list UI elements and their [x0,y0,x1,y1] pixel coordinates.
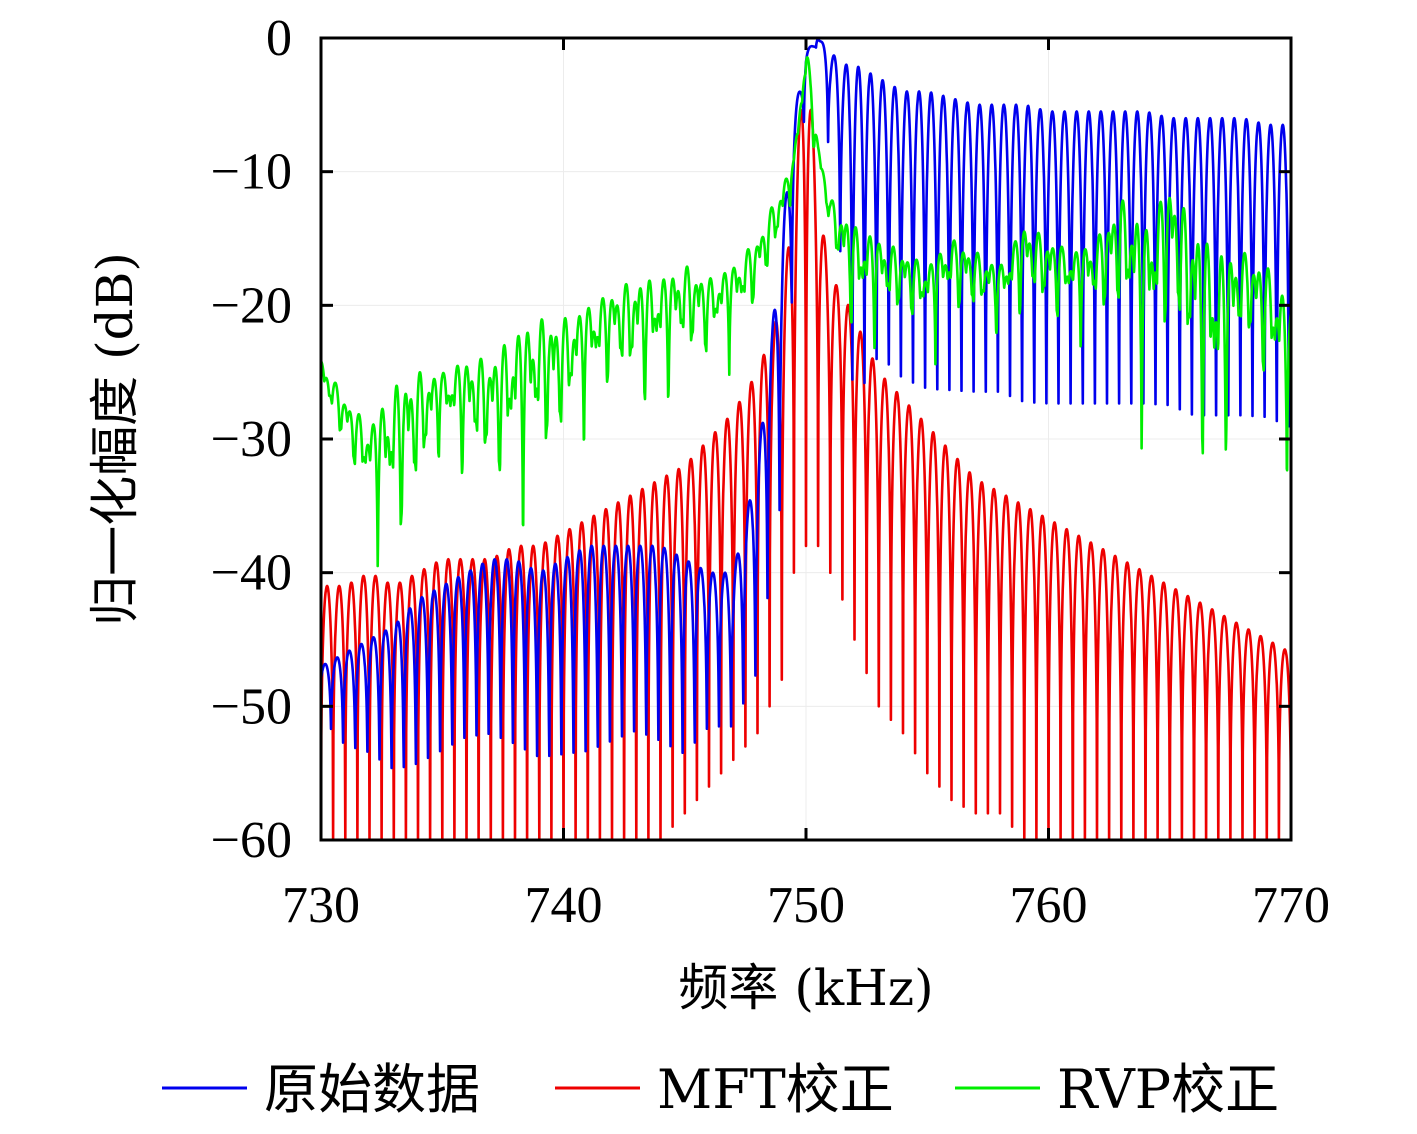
series-line [321,108,1291,840]
y-tick-label: −60 [211,812,292,869]
x-axis-title: 频率 (kHz) [678,959,933,1017]
y-tick-label: −50 [211,678,292,735]
x-tick-label: 750 [767,877,845,934]
legend-label: MFT校正 [657,1058,894,1121]
x-tick-label: 760 [1010,877,1088,934]
legend: 原始数据 MFT校正 RVP校正 [162,1058,1279,1121]
x-tick-label: 740 [525,877,603,934]
axis-ticks: 730 740 750 760 770 0 −10 −20 −30 −40 −50 −60 [211,10,1330,934]
y-tick-label: −10 [211,144,292,201]
x-tick-label: 770 [1252,877,1330,934]
series-line [321,56,1291,568]
y-axis-title: 归一化幅度 (dB) [86,252,144,626]
y-tick-label: −30 [211,411,292,468]
y-tick-label: −20 [211,277,292,334]
x-tick-label: 730 [282,877,360,934]
series-lines [321,38,1291,840]
legend-label: RVP校正 [1057,1058,1279,1121]
y-tick-label: −40 [211,545,292,602]
legend-label: 原始数据 [264,1058,480,1121]
y-tick-label: 0 [266,10,292,67]
